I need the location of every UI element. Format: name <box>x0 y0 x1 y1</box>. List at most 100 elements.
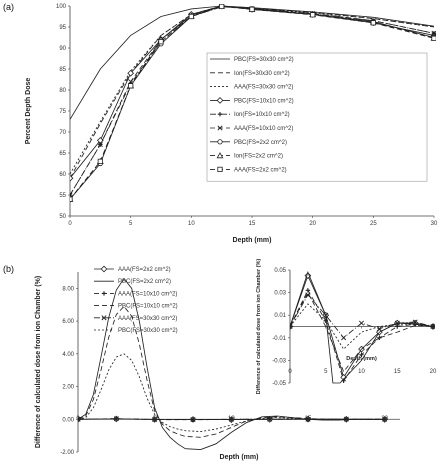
legend-entry: Ion(FS=2x2 cm^2) <box>210 152 283 160</box>
data-point <box>323 312 329 318</box>
series-line <box>290 291 434 373</box>
y-axis-title: Difference of calculated dose from ion C… <box>256 259 262 395</box>
data-point <box>290 323 293 330</box>
y-tick-label: -0.03 <box>272 358 286 364</box>
data-point <box>305 292 311 298</box>
data-point <box>228 416 234 422</box>
y-tick-label: 55 <box>59 193 66 199</box>
y-tick-label: 0.03 <box>274 291 286 297</box>
x-tick-label: 5 <box>324 369 328 375</box>
data-point <box>128 83 134 89</box>
data-point <box>97 158 103 164</box>
data-point <box>219 4 225 10</box>
series-4 <box>290 291 434 373</box>
data-point <box>370 20 376 26</box>
y-tick-label: 0.00 <box>62 417 74 423</box>
y-axis-title: Difference of calculated dose from ion C… <box>35 276 42 448</box>
y-tick-label: -0.05 <box>272 381 286 387</box>
data-point <box>412 319 418 325</box>
legend-entry: PBC(FS=10x10 cm^2) <box>210 97 294 104</box>
legend-entry: AAA(FS=30x30 cm^2) <box>94 315 177 322</box>
x-tick-label: 20 <box>309 221 316 227</box>
x-tick-label: 0 <box>68 221 72 227</box>
legend-marker <box>217 125 223 131</box>
series-2 <box>70 5 435 179</box>
legend-label: AAA(FS=10x10 cm^2) <box>118 291 177 297</box>
legend-entry: AAA(FS=10x10 cm^2) <box>210 125 293 132</box>
legend-label: Ion(FS=2x2 cm^2) <box>234 154 283 160</box>
data-point <box>249 6 255 12</box>
series-line <box>70 5 435 200</box>
series-line <box>290 294 434 339</box>
series-line <box>70 5 435 120</box>
series-line <box>70 5 435 175</box>
y-tick-label: 95 <box>59 25 66 31</box>
legend-label: PBC(FS=10x10 cm^2) <box>234 98 294 104</box>
series-line <box>70 5 435 179</box>
data-point <box>310 12 316 18</box>
legend-entry: AAA(FS=2x2 cm^2) <box>210 166 287 173</box>
y-tick-label: 70 <box>59 130 66 136</box>
data-point <box>305 288 311 293</box>
legend-entry: PBC(FS=10x10 cm^2) <box>94 304 178 310</box>
x-axis-title: Depth (mm) <box>346 356 377 362</box>
series-line <box>290 303 434 350</box>
x-tick-label: 15 <box>249 221 256 227</box>
chart-a: 50 55 60 65 70 75 80 85 90 95 100 0 5 10 15 20 25 30 Depth… <box>25 4 438 244</box>
y-tick-label: 50 <box>59 214 66 220</box>
chart-b: -2.000.002.004.006.008.0005101520Depth (… <box>35 265 400 461</box>
legend-label: AAA(FS=10x10 cm^2) <box>234 126 293 132</box>
data-point <box>78 416 81 422</box>
data-point <box>70 196 73 202</box>
y-tick-label: 2.00 <box>62 385 74 391</box>
data-point <box>358 320 365 326</box>
legend-entry: AAA(FS=2x2 cm^2) <box>94 265 171 273</box>
data-point <box>152 416 158 422</box>
y-tick-label: 0.05 <box>274 268 286 274</box>
series-3 <box>70 5 435 175</box>
x-tick-label: 30 <box>431 221 438 227</box>
y-tick-label: 80 <box>59 88 66 94</box>
data-point <box>290 324 293 329</box>
legend-box <box>206 52 428 182</box>
legend-entry: AAA(FS=10x10 cm^2) <box>94 291 177 297</box>
data-point <box>70 192 73 198</box>
legend-marker <box>100 265 108 273</box>
y-tick-label: 4.00 <box>62 352 74 358</box>
legend-entry: PBC(FS=30x30 cm^2) <box>94 328 178 334</box>
data-point <box>341 378 346 383</box>
x-tick-label: 10 <box>188 221 195 227</box>
legend-entry: AAA(FS=30x30 cm^2) <box>210 85 293 91</box>
x-tick-label: 15 <box>394 369 401 375</box>
legend-label: PBC(FS=2x2 cm^2) <box>234 140 287 146</box>
y-tick-label: 6.00 <box>62 319 74 325</box>
data-point <box>190 417 196 423</box>
legend-marker <box>217 112 223 117</box>
data-point <box>70 174 74 182</box>
legend-marker <box>101 291 107 296</box>
panel-label-a: (a) <box>3 2 14 12</box>
series-6 <box>78 353 385 432</box>
y-tick-label: -0.01 <box>272 336 286 342</box>
x-axis-title: Depth (mm) <box>233 237 272 244</box>
legend-marker <box>101 315 107 321</box>
legend-entry: PBC(FS=30x30 cm^2) <box>210 57 294 63</box>
series-line <box>78 353 385 432</box>
legend-label: Ion(FS=10x10 cm^2) <box>234 112 290 118</box>
legend-entry: PBC(FS=2x2 cm^2) <box>210 139 287 146</box>
y-axis-title: Percent Depth Dose <box>25 78 32 145</box>
data-point <box>97 142 103 148</box>
legend-label: PBC(FS=30x30 cm^2) <box>118 328 178 334</box>
legend-label: Ion(FS=30x30 cm^2) <box>234 71 290 77</box>
legend-marker <box>216 97 224 104</box>
y-tick-label: 90 <box>59 46 66 52</box>
legend-entry: Ion(FS=30x30 cm^2) <box>210 71 290 77</box>
data-point <box>341 335 347 341</box>
panel-label-b: (b) <box>3 264 14 274</box>
data-point <box>188 13 194 20</box>
y-tick-label: -2.00 <box>60 450 74 456</box>
x-tick-label: 10 <box>358 369 365 375</box>
x-tick-label: 5 <box>129 221 133 227</box>
x-axis-title: Depth (mm) <box>220 454 259 461</box>
